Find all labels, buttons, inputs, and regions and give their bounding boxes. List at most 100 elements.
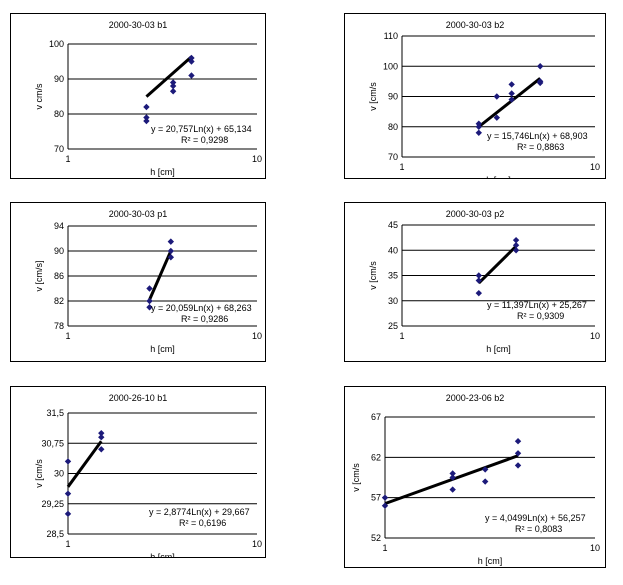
y-tick-label: 110: [384, 31, 398, 41]
trend-equation: y = 20,059Ln(x) + 68,263: [151, 303, 252, 313]
data-point: [146, 285, 153, 292]
x-tick-label: 1: [65, 539, 70, 549]
x-tick-label: 1: [382, 543, 387, 553]
data-point: [475, 272, 483, 279]
trendline: [477, 77, 542, 128]
chart-title: 2000-30-03 b1: [109, 20, 168, 30]
y-tick-label: 30: [388, 296, 398, 306]
trendline: [145, 55, 193, 98]
y-tick-label: 90: [54, 74, 64, 84]
data-point: [169, 88, 177, 95]
data-point: [64, 510, 72, 518]
chart-panel-6: 2000-23-06 b2 52 57 62 67 1 10 h [cm] v [cm/s y =…: [344, 386, 606, 568]
y-axis-label: v [cm/s]: [34, 261, 44, 292]
data-point: [169, 82, 177, 90]
y-tick-label: 35: [388, 271, 398, 281]
data-point: [508, 90, 515, 97]
trendline: [66, 440, 103, 488]
y-axis-label: v [cm/s: [34, 459, 44, 488]
chart-panel-2: 2000-30-03 b2708090100110110h [cm]v [cm/…: [344, 13, 606, 179]
data-point: [188, 58, 195, 65]
r-squared: R² = 0,9309: [517, 311, 564, 321]
trendline: [148, 250, 173, 301]
data-point: [493, 93, 501, 100]
x-tick-label: 10: [252, 154, 262, 164]
trendline: [477, 245, 518, 285]
y-tick-label: 80: [388, 122, 398, 132]
x-axis-label: h [cm]: [150, 344, 175, 354]
y-tick-label: 30,75: [41, 438, 64, 448]
x-tick-label: 1: [399, 331, 404, 341]
data-point: [98, 429, 105, 437]
trend-equation: y = 2,8774Ln(x) + 29,667: [149, 507, 250, 517]
r-squared: R² = 0,9298: [181, 135, 228, 145]
y-tick-label: 62: [371, 452, 381, 462]
y-tick-label: 25: [388, 321, 398, 331]
trendline: [384, 454, 519, 506]
x-tick-label: 10: [590, 162, 600, 172]
x-axis-label: h [cm]: [486, 175, 511, 178]
trend-equation: y = 11,397Ln(x) + 25,267: [487, 300, 587, 310]
x-tick-label: 10: [252, 539, 262, 549]
data-point: [169, 79, 177, 86]
data-point: [167, 238, 175, 245]
chart-title: 2000-30-03 p2: [446, 209, 505, 219]
y-axis-label: v [cm/s: [351, 463, 361, 492]
x-axis-label: h [cm]: [150, 167, 175, 177]
y-tick-label: 90: [388, 92, 398, 102]
data-point: [475, 129, 483, 136]
chart-svg-6: 2000-23-06 b2 52 57 62 67 1 10 h [cm] v [cm/s y =…: [351, 393, 600, 566]
x-tick-label: 1: [65, 331, 70, 341]
r-squared: R² = 0,9286: [181, 314, 228, 324]
data-point: [98, 434, 105, 441]
data-point: [481, 478, 489, 485]
data-point: [514, 438, 522, 445]
y-tick-label: 70: [388, 152, 398, 162]
chart-title: 2000-30-03 p1: [109, 209, 168, 219]
r-squared: R² = 0,6196: [179, 518, 226, 528]
chart-panel-1: 2000-30-03 b1 70 80 90 100 1 10 h [cm] v cm/s y …: [10, 13, 266, 179]
y-tick-label: 100: [49, 39, 64, 49]
chart-title: 2000-30-03 b2: [446, 20, 505, 30]
y-tick-label: 94: [54, 221, 64, 231]
chart-svg-5: 2000-26-10 b1 28,5 29,25 30 30,75 31,5 1 10 h [c…: [34, 393, 262, 557]
chart-panel-3: 2000-30-03 p1 78 82 86 90 94 1 10 h [cm] v [cm/s]…: [10, 202, 266, 362]
chart-title: 2000-26-10 b1: [109, 393, 168, 403]
y-tick-label: 52: [371, 533, 381, 543]
data-point: [449, 474, 456, 481]
data-point: [381, 494, 389, 501]
data-point: [188, 72, 195, 79]
trend-equation: y = 20,757Ln(x) + 65,134: [151, 124, 252, 134]
y-tick-label: 90: [54, 246, 64, 256]
r-squared: R² = 0,8083: [515, 524, 562, 534]
data-point: [98, 446, 105, 453]
data-point: [481, 466, 489, 473]
y-tick-label: 80: [54, 109, 64, 119]
data-point: [475, 289, 483, 297]
y-tick-label: 70: [54, 144, 64, 154]
y-tick-label: 45: [388, 220, 398, 230]
data-point: [64, 458, 72, 465]
y-tick-label: 29,25: [41, 499, 64, 509]
data-point: [449, 486, 456, 493]
x-tick-label: 1: [399, 162, 404, 172]
data-point: [167, 247, 175, 255]
data-point: [143, 117, 150, 125]
y-tick-label: 67: [371, 412, 381, 422]
x-tick-label: 10: [590, 331, 600, 341]
data-point: [514, 462, 522, 469]
data-point: [143, 114, 150, 121]
trend-equation: y = 4,0499Ln(x) + 56,257: [485, 513, 586, 523]
x-tick-label: 10: [590, 543, 600, 553]
data-point: [536, 63, 544, 70]
x-axis-label: h [cm]: [150, 552, 175, 557]
chart-svg-3: 2000-30-03 p1 78 82 86 90 94 1 10 h [cm] v [cm/s]…: [34, 209, 262, 354]
x-axis-label: h [cm]: [486, 344, 511, 354]
chart-svg-2: 2000-30-03 b2708090100110110h [cm]v [cm/…: [368, 20, 600, 178]
data-point: [475, 120, 483, 127]
y-tick-label: 28,5: [46, 529, 64, 539]
chart-panel-4: 2000-30-03 p2 25 30 35 40 45 1 10 h [cm] v [cm/s y…: [344, 202, 606, 362]
y-tick-label: 82: [54, 296, 64, 306]
chart-panel-5: 2000-26-10 b1 28,5 29,25 30 30,75 31,5 1 10 h [c…: [10, 386, 266, 558]
